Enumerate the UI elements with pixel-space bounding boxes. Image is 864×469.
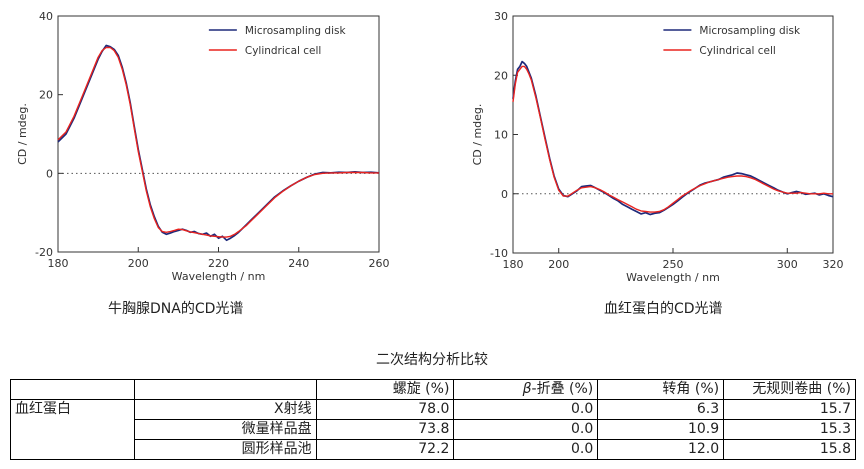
table-title: 二次结构分析比较	[376, 352, 488, 368]
header-beta-sheet: β-折叠 (%)	[453, 379, 599, 400]
y-tick-label: 30	[494, 10, 508, 23]
secondary-structure-table: 螺旋 (%) β-折叠 (%) 转角 (%) 无规则卷曲 (%) 血红蛋白 X射…	[10, 379, 856, 460]
header-method	[133, 379, 317, 400]
coil-value: 15.8	[723, 439, 856, 460]
turn-value: 12.0	[597, 439, 725, 460]
series-line-microsampling-disk	[512, 60, 834, 216]
legend-label: Cylindrical cell	[245, 45, 321, 57]
x-tick-label: 180	[503, 258, 524, 271]
method-label: 圆形样品池	[133, 439, 317, 460]
plot-frame	[512, 15, 834, 254]
helix-value: 73.8	[315, 419, 455, 440]
beta-header-text: -折叠 (%)	[531, 381, 594, 397]
y-tick-label: 20	[494, 69, 508, 82]
x-tick-label: 320	[823, 258, 844, 271]
legend-label: Microsampling disk	[699, 25, 801, 37]
x-tick-label: 200	[548, 258, 569, 271]
y-tick-label: 0	[501, 188, 508, 201]
legend-label: Cylindrical cell	[699, 45, 775, 57]
x-axis-title: Wavelength / nm	[626, 271, 720, 284]
y-tick-label: 0	[46, 167, 53, 180]
sample-name: 血红蛋白	[10, 399, 135, 420]
table-header-row: 螺旋 (%) β-折叠 (%) 转角 (%) 无规则卷曲 (%)	[10, 379, 856, 400]
coil-value: 15.3	[723, 419, 856, 440]
plot-frame	[57, 15, 380, 253]
header-sample	[10, 379, 135, 400]
y-axis-title: CD / mdeg.	[16, 103, 29, 165]
series-line-microsampling-disk	[57, 44, 380, 242]
beta-value: 0.0	[453, 419, 599, 440]
x-axis-title: Wavelength / nm	[172, 270, 266, 283]
table-row: 圆形样品池 72.2 0.0 12.0 15.8	[10, 439, 856, 460]
x-tick-label: 180	[48, 257, 69, 270]
x-tick-label: 300	[777, 258, 798, 271]
turn-value: 6.3	[597, 399, 725, 420]
method-label: X射线	[133, 399, 317, 420]
helix-value: 72.2	[315, 439, 455, 460]
y-tick-label: 20	[39, 89, 53, 102]
y-tick-label: -10	[490, 247, 508, 260]
beta-value: 0.0	[453, 399, 599, 420]
x-tick-label: 200	[128, 257, 149, 270]
header-turn: 转角 (%)	[597, 379, 725, 400]
x-tick-label: 260	[369, 257, 390, 270]
y-tick-label: 10	[494, 129, 508, 142]
hemoglobin-cd-chart: 180 200 250 300 320 -10 0 10 20 30 Wavelength / nm…	[471, 10, 844, 284]
coil-value: 15.7	[723, 399, 856, 420]
sample-cell-empty	[10, 439, 135, 460]
series-line-cylindrical-cell	[57, 46, 379, 238]
hemoglobin-chart-caption: 血红蛋白的CD光谱	[604, 301, 723, 317]
method-label: 微量样品盘	[133, 419, 317, 440]
header-random-coil: 无规则卷曲 (%)	[723, 379, 856, 400]
legend-label: Microsampling disk	[245, 25, 347, 37]
header-helix: 螺旋 (%)	[315, 379, 455, 400]
beta-value: 0.0	[453, 439, 599, 460]
x-tick-label: 250	[663, 258, 684, 271]
x-tick-label: 220	[208, 257, 229, 270]
y-tick-label: -20	[35, 246, 53, 259]
helix-value: 78.0	[315, 399, 455, 420]
beta-symbol: β	[522, 381, 532, 397]
series-line-cylindrical-cell	[512, 65, 833, 213]
table-row: 微量样品盘 73.8 0.0 10.9 15.3	[10, 419, 856, 440]
dna-chart-caption: 牛胸腺DNA的CD光谱	[108, 301, 244, 317]
turn-value: 10.9	[597, 419, 725, 440]
sample-cell-empty	[10, 419, 135, 440]
x-tick-label: 240	[288, 257, 309, 270]
table-row: 血红蛋白 X射线 78.0 0.0 6.3 15.7	[10, 399, 856, 420]
y-tick-label: 40	[39, 10, 53, 23]
y-axis-title: CD / mdeg.	[471, 104, 484, 166]
dna-cd-chart: 180 200 220 240 260 -20 0 20 40 Wavelength / nm CD…	[16, 10, 390, 283]
